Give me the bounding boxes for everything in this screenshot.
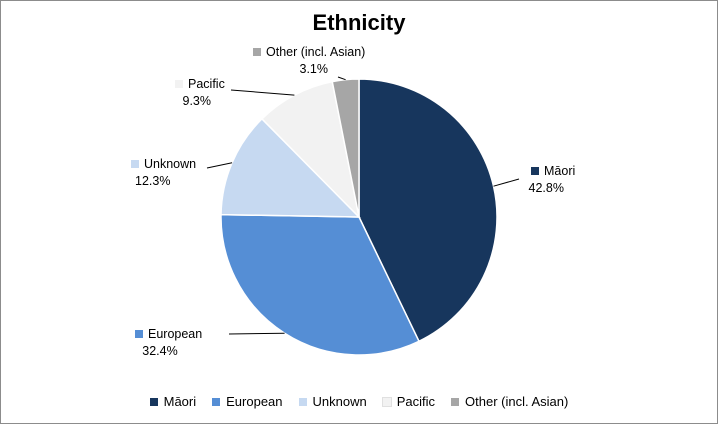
legend-label: Other (incl. Asian) [465, 394, 569, 409]
chart-title: Ethnicity [312, 10, 406, 35]
data-label-value: 12.3% [135, 174, 170, 188]
legend-swatch [381, 396, 392, 407]
leader-line [230, 89, 295, 96]
legend-swatch [149, 397, 158, 406]
legend-label: Unknown [312, 394, 367, 409]
legend-label: Pacific [396, 394, 436, 409]
pie-slice-european [220, 213, 420, 356]
legend-item: Pacific [381, 394, 436, 409]
leader-line [228, 332, 285, 335]
legend-label: Māori [163, 394, 197, 409]
legend-swatch [451, 397, 460, 406]
legend-swatch [212, 397, 221, 406]
pie-slice-unknown [220, 117, 361, 218]
legend-item: Māori [149, 394, 197, 409]
legend-swatch [298, 397, 307, 406]
legend-item: Unknown [298, 394, 367, 409]
pie-slice-pacific [260, 80, 361, 220]
data-label-swatch [175, 80, 183, 88]
data-label-value: 3.1% [300, 62, 329, 76]
data-label-swatch [253, 48, 261, 56]
leader-line [337, 76, 346, 81]
data-label-value: 42.8% [529, 181, 564, 195]
data-label-category: European [148, 327, 202, 341]
data-label-swatch [131, 160, 139, 168]
data-label-value: 32.4% [142, 344, 177, 358]
leader-line [493, 178, 520, 187]
legend-label: European [226, 394, 283, 409]
data-label-category: Unknown [144, 157, 196, 171]
data-label-value: 9.3% [183, 94, 212, 108]
legend-item: Other (incl. Asian) [451, 394, 568, 409]
leader-line [206, 162, 233, 169]
legend: Māori European Unknown Pacific Other (incl. … [1, 394, 717, 409]
legend-item: European [212, 394, 283, 409]
data-label-swatch [135, 330, 143, 338]
data-label-category: Māori [544, 164, 575, 178]
data-label-category: Other (incl. Asian) [266, 45, 365, 59]
data-label-swatch [531, 167, 539, 175]
data-label-category: Pacific [188, 77, 225, 91]
